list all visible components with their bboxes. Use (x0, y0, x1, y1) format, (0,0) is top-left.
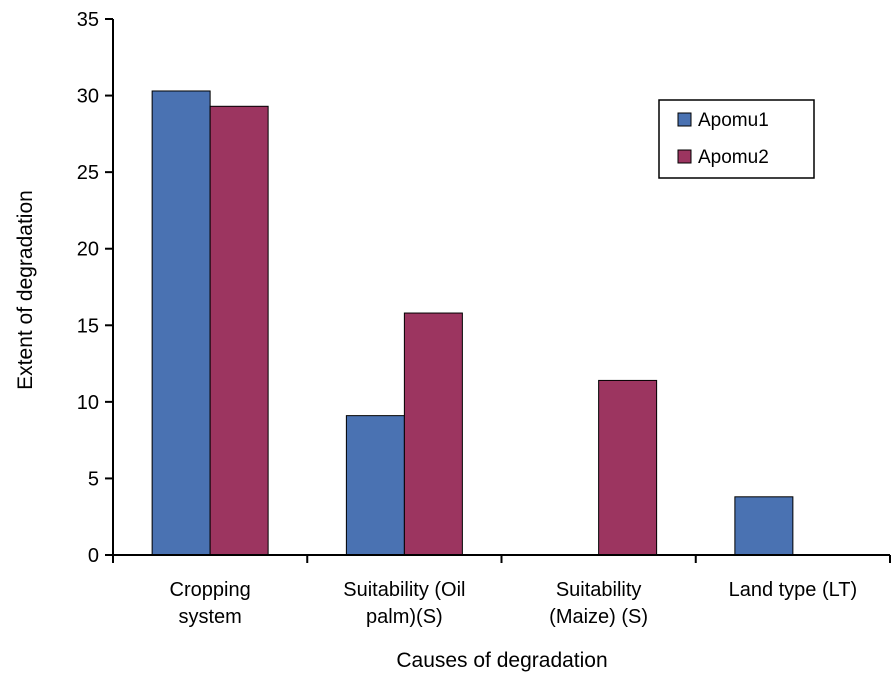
legend-label-apomu2: Apomu2 (698, 147, 769, 168)
category-label: Land type (LT) (729, 579, 858, 601)
y-tick-label: 35 (77, 9, 99, 31)
y-axis-ticks: 0 5 10 15 20 25 30 35 (77, 9, 113, 567)
bar-apomu2-0 (209, 105, 269, 556)
x-axis-ticks (112, 555, 891, 563)
y-tick-label: 20 (77, 239, 99, 261)
category-label: Suitability (Oil palm)(S) (343, 579, 465, 628)
y-tick-label: 10 (77, 392, 99, 414)
legend-swatch-apomu1 (677, 112, 692, 127)
category-label: Cropping system (170, 579, 251, 628)
legend: Apomu1 Apomu2 (658, 99, 815, 179)
bar-apomu1-0 (151, 90, 211, 556)
y-tick-label: 5 (88, 468, 99, 490)
y-tick-label: 15 (77, 315, 99, 337)
legend-swatch-apomu2 (677, 149, 692, 164)
y-tick-label: 0 (88, 545, 99, 567)
y-axis-title: Extent of degradation (14, 190, 37, 390)
bars-group (151, 90, 794, 556)
category-label: Suitability (Maize) (S) (549, 579, 648, 628)
bar-apomu1-1 (345, 415, 405, 556)
category-labels: Cropping system Suitability (Oil palm)(S) Su… (170, 579, 858, 628)
bar-apomu1-3 (734, 496, 794, 556)
bar-apomu2-2 (598, 379, 658, 556)
y-tick-label: 30 (77, 86, 99, 108)
y-tick-label: 25 (77, 162, 99, 184)
x-axis-title: Causes of degradation (396, 649, 607, 672)
bar-apomu2-1 (403, 312, 463, 556)
legend-label-apomu1: Apomu1 (698, 110, 769, 131)
